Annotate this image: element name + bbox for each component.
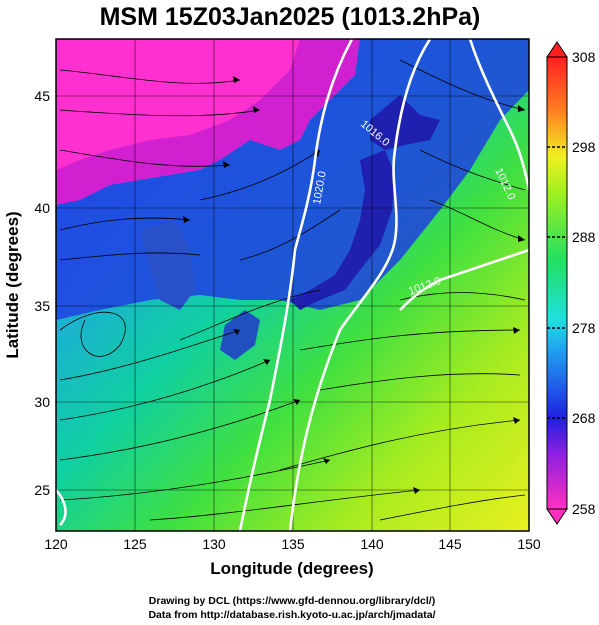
x-tick-label: 130 (202, 536, 226, 552)
colorbar-bottom-cap (546, 508, 568, 525)
credit-drawing: Drawing by DCL (https://www.gfd-dennou.o… (149, 595, 435, 607)
colorbar-tick-label: 278 (572, 320, 596, 336)
isobar-lines (56, 39, 529, 531)
x-tick-label: 145 (438, 536, 462, 552)
plot-frame (55, 38, 530, 532)
colorbar-top-cap (546, 41, 568, 58)
x-tick-label: 150 (517, 536, 541, 552)
korea-peninsula (140, 220, 195, 310)
x-tick-label: 120 (44, 536, 68, 552)
colorbar-tick-label: 258 (572, 501, 596, 517)
isobar-southwest (56, 489, 67, 526)
map-plot-area: 1020.0 1016.0 1012.0 1012.0 (56, 39, 529, 531)
x-tick-label: 140 (360, 536, 384, 552)
isobar-label-1020: 1020.0 (311, 170, 329, 205)
y-axis: 25 30 35 40 45 (34, 88, 50, 498)
colorbar-tick-label: 268 (572, 410, 596, 426)
wind-streamlines (59, 59, 526, 521)
colorbar-tick-label: 308 (572, 49, 596, 65)
japan-kyushu (220, 310, 260, 360)
y-axis-label: Latitude (degrees) (3, 211, 22, 358)
wind-arrowheads (183, 76, 525, 494)
y-tick-label: 35 (34, 298, 50, 314)
credit-data-source: Data from http://database.rish.kyoto-u.a… (148, 609, 435, 621)
isobar-1016 (288, 39, 432, 531)
colorbar-tick-label: 288 (572, 229, 596, 245)
y-tick-label: 25 (34, 482, 50, 498)
japan-hokkaido (370, 95, 440, 150)
colorbar: 308 298 288 278 268 258 (546, 41, 596, 525)
figure-title: MSM 15Z03Jan2025 (1013.2hPa) (100, 3, 481, 31)
x-tick-label: 125 (123, 536, 147, 552)
y-tick-label: 40 (34, 200, 50, 216)
isobar-1020 (238, 39, 354, 531)
x-axis: 120 125 130 135 140 145 150 (44, 536, 541, 552)
y-tick-label: 30 (34, 394, 50, 410)
japan-honshu (290, 150, 395, 310)
isobar-1012 (399, 39, 529, 311)
x-tick-label: 135 (281, 536, 305, 552)
colorbar-body (546, 56, 568, 510)
colorbar-tick-label: 298 (572, 139, 596, 155)
x-axis-label: Longitude (degrees) (210, 559, 373, 578)
y-tick-label: 45 (34, 88, 50, 104)
